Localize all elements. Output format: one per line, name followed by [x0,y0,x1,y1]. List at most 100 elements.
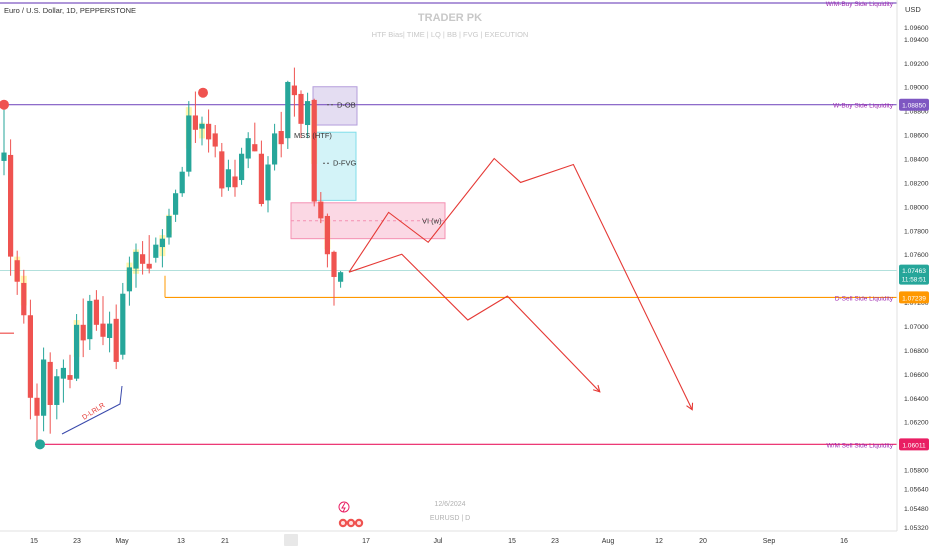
d-lrlr-trendline [61,385,123,435]
candle-body[interactable] [331,251,337,277]
candle-body[interactable] [47,361,53,405]
candle-body[interactable] [146,263,152,269]
candle-body[interactable] [120,293,126,355]
candle-body[interactable] [166,215,172,238]
y-tick-label: 1.05480 [904,506,929,513]
countdown-text: 11:58:51 [902,277,927,284]
candle-body[interactable] [206,123,212,140]
level-label-1: W-Buy Side Liquidity [833,103,894,110]
last-price-badge [899,264,929,285]
level-badge-1 [899,98,929,111]
y-tick-label: 1.05640 [904,487,929,494]
zone-label-fvg: D-FVG [333,159,356,168]
level-badge-text-3: 1.06011 [902,442,926,449]
x-cursor-highlight [284,534,298,546]
y-tick-label: 1.06600 [904,372,929,379]
lightning-icon[interactable] [338,501,350,513]
candle-body[interactable] [173,193,179,215]
swing-high-marker [0,99,9,110]
y-tick-label: 1.07600 [904,252,929,259]
candle-body[interactable] [179,171,185,194]
candle-body[interactable] [338,272,344,282]
x-tick-label: 15 [30,538,38,545]
level-label-3: W/M Sell Side Liquidity [827,442,894,449]
candle-body[interactable] [67,375,73,380]
candle-body[interactable] [107,323,113,338]
candle-body[interactable] [305,101,311,126]
candle-body[interactable] [153,244,159,258]
zone-d-ob[interactable] [312,86,358,126]
level-label-0: W/M-Buy Side Liquidity [826,1,894,8]
candle-body[interactable] [14,260,20,282]
candle-body[interactable] [239,153,245,181]
candle-body[interactable] [232,176,238,188]
candle-body[interactable] [324,215,330,255]
candle-body[interactable] [126,267,132,292]
currency-label: USD [905,5,921,14]
candle-body[interactable] [140,254,146,264]
event-icon-center [341,521,345,525]
candle-body[interactable] [212,133,218,147]
y-tick-label: 1.09200 [904,61,929,68]
projection-path-1-arrowhead [686,402,694,411]
candle-body[interactable] [113,318,119,362]
projection-path-1 [348,157,693,410]
candle-body[interactable] [1,152,7,161]
date-stamp: 12/6/2024 [434,501,465,508]
candle-body[interactable] [80,324,86,341]
y-tick-label: 1.09000 [904,85,929,92]
candle-body[interactable] [87,300,93,340]
candle-body[interactable] [252,144,258,152]
level-label-2: D-Sell Side Liquidity [835,295,894,302]
candle-body[interactable] [159,238,165,248]
candle-body[interactable] [199,123,205,129]
x-tick-label: 16 [840,538,848,545]
x-tick-label: Jul [434,538,443,545]
level-badge-3 [899,438,929,451]
candle-body[interactable] [54,376,60,405]
candle-body[interactable] [133,251,139,269]
candle-body[interactable] [219,151,225,189]
candle-body[interactable] [34,397,40,416]
candle-body[interactable] [291,85,297,96]
x-tick-label: May [115,538,129,545]
candle-body[interactable] [27,315,33,398]
y-tick-label: 1.08800 [904,109,929,116]
candle-body[interactable] [41,359,47,416]
y-tick-label: 1.07200 [904,300,929,307]
projection-path-2-arrowhead [592,384,601,393]
zone-label-ob: D-OB [337,101,356,110]
x-tick-label: 23 [551,538,559,545]
candle-body[interactable] [258,153,264,204]
candle-body[interactable] [311,99,317,202]
y-tick-label: 1.08200 [904,180,929,187]
candle-body[interactable] [21,282,27,316]
candle-body[interactable] [298,93,304,124]
brand-watermark: TRADER PK [418,12,482,24]
x-tick-label: Sep [763,538,776,545]
y-tick-label: 1.08400 [904,157,929,164]
candle-body[interactable] [245,138,251,159]
candle-body[interactable] [318,201,324,219]
candle-body[interactable] [60,367,66,379]
x-tick-label: 23 [73,538,81,545]
candle-body[interactable] [93,299,99,325]
candle-body[interactable] [225,169,231,188]
candle-body[interactable] [265,164,271,201]
candle-body[interactable] [8,154,14,257]
y-tick-label: 1.07800 [904,228,929,235]
candle-body[interactable] [186,115,192,172]
symbol-title: Euro / U.S. Dollar, 1D, PEPPERSTONE [4,6,136,15]
candle-body[interactable] [285,81,291,139]
candle-body[interactable] [74,324,80,379]
candle-body[interactable] [100,323,106,337]
zone-label-vi: VI (w) [422,217,442,226]
swing-low-marker [35,439,45,450]
candle-body[interactable] [192,115,198,130]
candle-body[interactable] [272,133,278,165]
candle-body[interactable] [278,131,284,145]
event-icon-center [349,521,353,525]
y-tick-label: 1.09400 [904,37,929,44]
